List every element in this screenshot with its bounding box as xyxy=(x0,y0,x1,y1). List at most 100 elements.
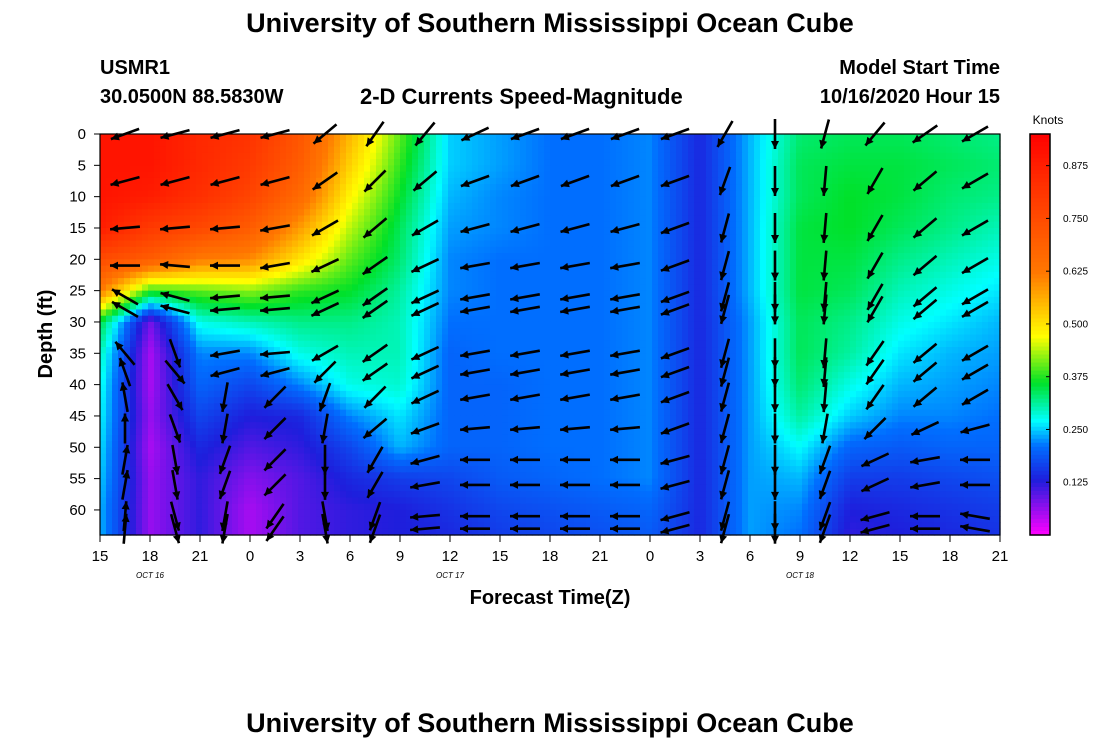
heat-cell xyxy=(400,171,407,179)
heat-cell xyxy=(868,290,875,298)
heat-cell xyxy=(820,240,827,248)
heat-cell xyxy=(262,215,269,223)
heat-cell xyxy=(574,271,581,279)
heat-cell xyxy=(334,321,341,329)
heat-cell xyxy=(298,309,305,317)
heat-cell xyxy=(676,246,683,254)
heat-cell xyxy=(490,190,497,198)
heat-cell xyxy=(280,227,287,235)
heat-cell xyxy=(826,321,833,329)
heat-cell xyxy=(340,246,347,254)
heat-cell xyxy=(994,227,1001,235)
heat-cell xyxy=(778,159,785,166)
heat-cell xyxy=(556,278,563,285)
heat-cell xyxy=(568,171,575,179)
heat-cell xyxy=(832,215,839,223)
heat-cell xyxy=(472,221,479,229)
heat-cell xyxy=(400,334,407,342)
heat-cell xyxy=(496,284,503,292)
heat-cell xyxy=(736,152,743,160)
heat-cell xyxy=(742,271,749,279)
heat-cell xyxy=(610,159,617,166)
heat-cell xyxy=(808,296,815,304)
heat-cell xyxy=(574,209,581,217)
heat-cell xyxy=(598,215,605,223)
heat-cell xyxy=(550,146,557,154)
heat-cell xyxy=(790,171,797,179)
heat-cell xyxy=(940,171,947,179)
heat-cell xyxy=(820,221,827,229)
heat-cell xyxy=(958,171,965,179)
heat-cell xyxy=(616,246,623,254)
heat-cell xyxy=(364,146,371,154)
heat-cell xyxy=(418,296,425,304)
heat-cell xyxy=(514,215,521,223)
heat-cell xyxy=(202,259,209,267)
heat-cell xyxy=(994,246,1001,254)
heat-cell xyxy=(700,334,707,342)
heat-cell xyxy=(286,202,293,210)
heat-cell xyxy=(196,340,203,348)
heat-cell xyxy=(754,134,761,141)
heat-cell xyxy=(478,284,485,292)
heat-cell xyxy=(736,146,743,154)
heat-cell xyxy=(118,296,125,304)
heat-cell xyxy=(640,303,647,311)
heat-cell xyxy=(862,309,869,317)
heat-cell xyxy=(118,227,125,235)
heat-cell xyxy=(550,246,557,254)
heat-cell xyxy=(586,315,593,323)
heat-cell xyxy=(358,290,365,298)
heat-cell xyxy=(400,321,407,329)
heat-cell xyxy=(940,202,947,210)
heat-cell xyxy=(454,321,461,329)
heat-cell xyxy=(238,259,245,267)
heat-cell xyxy=(460,202,467,210)
heat-cell xyxy=(856,309,863,317)
heat-cell xyxy=(334,152,341,160)
heat-cell xyxy=(556,184,563,191)
heat-cell xyxy=(556,221,563,229)
heat-cell xyxy=(604,152,611,160)
heat-cell xyxy=(688,284,695,292)
heat-cell xyxy=(382,221,389,229)
heat-cell xyxy=(430,296,437,304)
heat-cell xyxy=(388,140,395,148)
heat-cell xyxy=(124,290,131,298)
heat-cell xyxy=(688,253,695,260)
heat-cell xyxy=(622,196,629,204)
heat-cell xyxy=(502,165,509,173)
heat-cell xyxy=(784,334,791,342)
heat-cell xyxy=(928,134,935,141)
heat-cell xyxy=(964,284,971,292)
heat-cell xyxy=(148,278,155,285)
heat-cell xyxy=(754,215,761,223)
heat-cell xyxy=(526,278,533,285)
heat-cell xyxy=(154,184,161,191)
heat-cell xyxy=(730,246,737,254)
heat-cell xyxy=(502,303,509,311)
heat-cell xyxy=(448,227,455,235)
heat-cell xyxy=(928,271,935,279)
heat-cell xyxy=(736,296,743,304)
heat-cell xyxy=(952,227,959,235)
heat-cell xyxy=(976,284,983,292)
heat-cell xyxy=(646,290,653,298)
heat-cell xyxy=(748,328,755,336)
heat-cell xyxy=(910,278,917,285)
heat-cell xyxy=(598,246,605,254)
heat-cell xyxy=(598,171,605,179)
heat-cell xyxy=(292,328,299,336)
heat-cell xyxy=(700,190,707,198)
heat-cell xyxy=(382,315,389,323)
heat-cell xyxy=(988,253,995,260)
heat-cell xyxy=(736,227,743,235)
heat-cell xyxy=(766,184,773,191)
heat-cell xyxy=(820,227,827,235)
heat-cell xyxy=(262,246,269,254)
heat-cell xyxy=(520,221,527,229)
heat-cell xyxy=(934,165,941,173)
heat-cell xyxy=(964,221,971,229)
heat-cell xyxy=(364,290,371,298)
heat-cell xyxy=(238,215,245,223)
